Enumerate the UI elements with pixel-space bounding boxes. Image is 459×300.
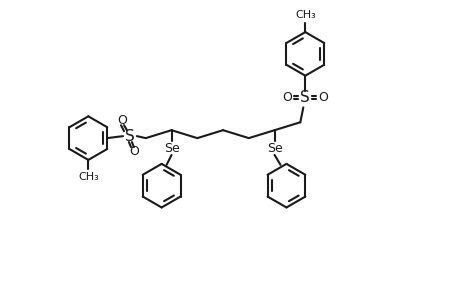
Text: O: O: [129, 146, 139, 158]
Text: Se: Se: [163, 142, 179, 154]
Text: CH₃: CH₃: [78, 172, 99, 182]
Text: O: O: [117, 114, 127, 127]
Text: O: O: [318, 91, 327, 104]
Text: CH₃: CH₃: [294, 10, 315, 20]
Text: S: S: [300, 90, 309, 105]
Text: O: O: [282, 91, 292, 104]
Text: Se: Se: [266, 142, 282, 154]
Text: S: S: [125, 129, 134, 144]
